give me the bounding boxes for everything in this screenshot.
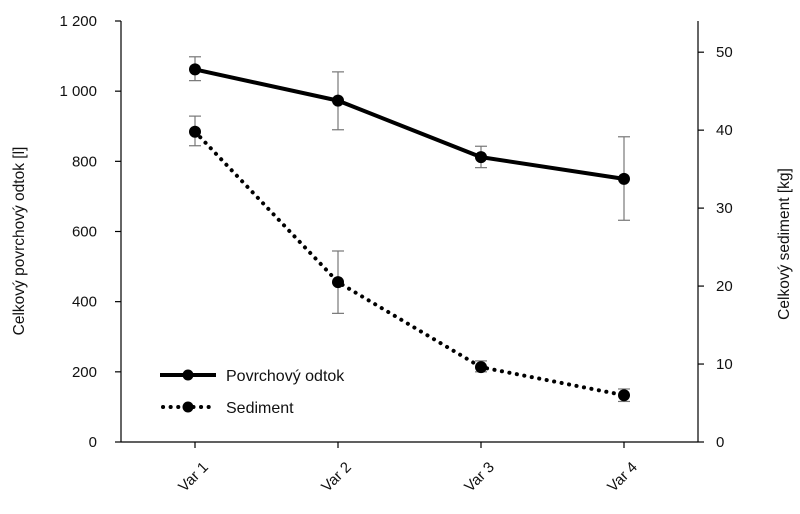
left-axis-tick-label: 200 [72, 364, 97, 381]
data-point-povrchovy-odtok [475, 151, 487, 164]
legend: Povrchový odtok Sediment [160, 368, 345, 417]
left-axis-tick-label: 0 [89, 434, 97, 451]
legend-label-povrchovy-odtok: Povrchový odtok [226, 368, 345, 385]
right-axis-tick-label: 50 [716, 44, 733, 61]
legend-item-povrchovy-odtok: Povrchový odtok [160, 368, 345, 385]
x-axis-category-label: Var 1 [175, 459, 212, 496]
tick-labels: 0 200 400 600 800 1 000 1 200 0 10 20 30 40 50 Var 1 V… [59, 13, 732, 495]
left-axis-tick-label: 1 200 [59, 13, 97, 30]
data-point-povrchovy-odtok [618, 172, 630, 185]
series-line-sediment [193, 129, 626, 398]
x-axis-category-label: Var 3 [461, 459, 498, 496]
data-point-sediment [332, 276, 344, 289]
right-axis-tick-label: 40 [716, 122, 733, 139]
data-point-sediment [475, 361, 487, 374]
right-axis-tick-label: 20 [716, 278, 733, 295]
left-axis-tick-label: 1 000 [59, 83, 97, 100]
data-point-povrchovy-odtok [332, 94, 344, 107]
legend-item-sediment: Sediment [161, 400, 294, 417]
right-axis-tick-label: 10 [716, 356, 733, 373]
x-axis-category-label: Var 2 [318, 459, 355, 496]
data-point-sediment [189, 125, 201, 138]
legend-marker-sediment [182, 401, 194, 413]
data-point-povrchovy-odtok [189, 63, 201, 76]
legend-marker-povrchovy-odtok [182, 369, 194, 381]
right-axis-tick-label: 0 [716, 434, 724, 451]
axes [115, 20, 704, 448]
right-axis-title: Celkový sediment [kg] [776, 168, 793, 320]
series-layer [189, 63, 630, 402]
series-line-povrchovy-odtok [194, 67, 625, 181]
left-axis-tick-label: 600 [72, 224, 97, 241]
left-axis-tick-label: 800 [72, 153, 97, 170]
x-axis-category-label: Var 4 [604, 459, 641, 496]
left-axis-tick-label: 400 [72, 294, 97, 311]
legend-label-sediment: Sediment [226, 400, 294, 417]
right-axis-tick-label: 30 [716, 200, 733, 217]
left-axis-title: Celkový povrchový odtok [l] [11, 147, 28, 336]
error-bars [189, 56, 630, 403]
data-point-sediment [618, 389, 630, 402]
